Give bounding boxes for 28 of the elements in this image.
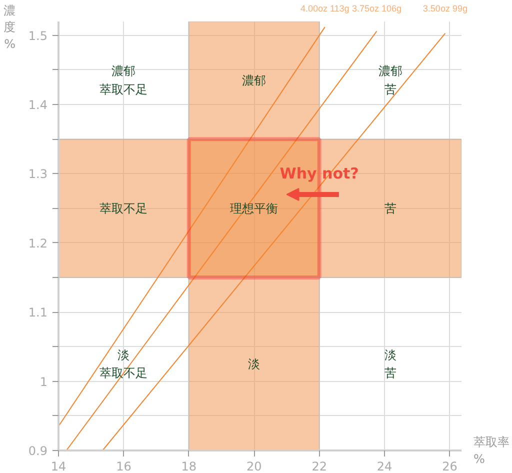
x-tick-label: 20	[246, 460, 262, 473]
x-tick-label: 18	[181, 460, 197, 473]
annotation: 濃郁萃取不足	[100, 64, 148, 96]
text: 3.75oz 106g	[352, 4, 402, 14]
x-tick-label: 26	[442, 460, 458, 473]
annotation: 理想平衡	[230, 201, 278, 216]
x-tick-label: 24	[376, 460, 392, 473]
annotation: 淡萃取不足	[100, 348, 148, 380]
y-tick-label: 1	[40, 374, 48, 389]
annotation: 淡	[248, 357, 260, 372]
y-tick-label: 1.4	[28, 98, 48, 112]
y-tick-label: 1.3	[28, 167, 48, 182]
text: 3.50oz 99g	[422, 4, 468, 14]
annotation: 苦	[384, 201, 396, 216]
annotation: 淡苦	[384, 348, 396, 380]
x-tick-label: 16	[116, 460, 132, 473]
y-tick-label: 1.5	[28, 28, 48, 43]
x-tick-label: 14	[50, 460, 66, 473]
annotation: 萃取不足	[100, 201, 148, 216]
y-tick-label: 0.9	[28, 444, 48, 458]
y-tick-label: 1.1	[28, 306, 48, 320]
annotation: 濃郁苦	[378, 64, 402, 96]
x-axis-title: 萃取率 %	[474, 435, 510, 466]
annotation: 濃郁	[242, 73, 266, 88]
y-tick-label: 1.2	[28, 236, 48, 250]
y-axis-title: 濃度 %	[4, 3, 16, 51]
x-tick-label: 22	[312, 460, 327, 473]
text: 4.00oz 113g	[300, 4, 350, 14]
